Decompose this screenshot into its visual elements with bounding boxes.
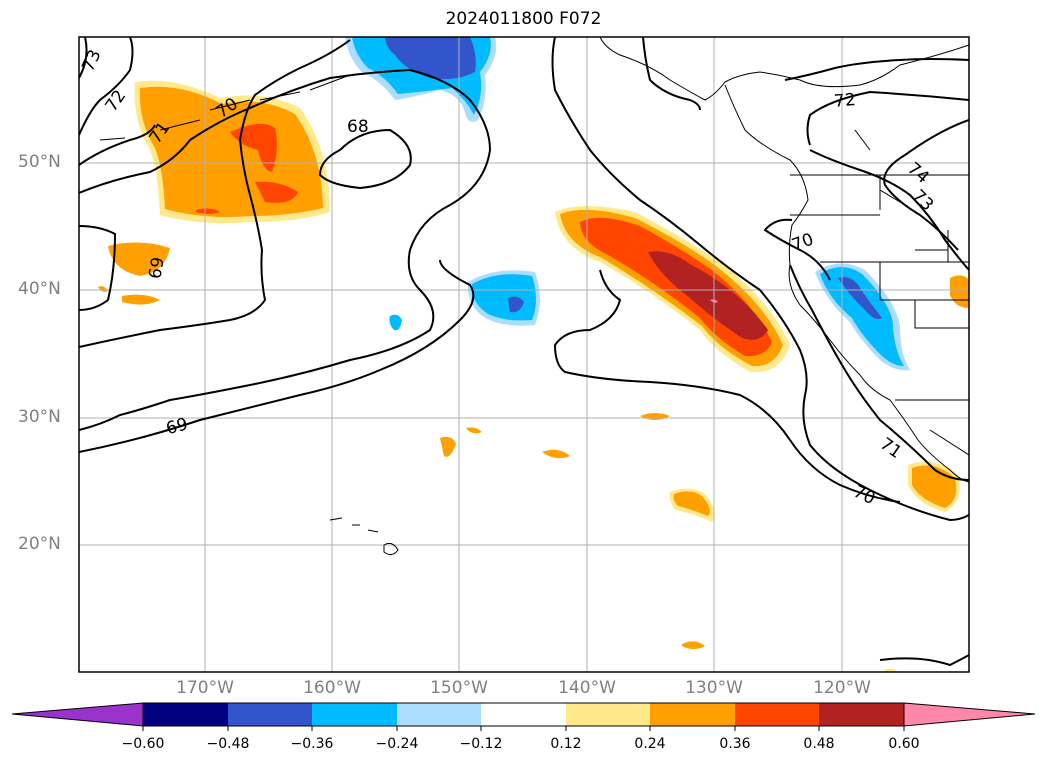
contour-label: 72 — [833, 90, 856, 112]
negative-anomaly-region — [385, 37, 476, 80]
longitude-label: 150°W — [430, 678, 488, 698]
negative-anomaly-region — [838, 277, 882, 319]
contour-line — [79, 37, 134, 136]
state-borders — [790, 129, 969, 456]
map-title: 2024011800 F072 — [445, 9, 602, 29]
positive-anomaly-region — [682, 641, 705, 649]
negative-anomaly-region — [389, 314, 402, 331]
colorbar-segment — [650, 703, 735, 726]
longitude-label: 140°W — [558, 678, 616, 698]
positive-anomaly-region — [108, 242, 170, 276]
colorbar-tick-label: −0.24 — [375, 736, 419, 752]
contour-label: 69 — [145, 256, 168, 281]
contour-label: 70 — [789, 230, 816, 256]
positive-anomaly-region — [648, 251, 768, 340]
colorbar-segment — [143, 703, 228, 726]
positive-anomaly-region — [640, 413, 670, 420]
contour-line — [809, 149, 969, 271]
colorbar-segment — [819, 703, 904, 726]
contour-layer — [79, 37, 969, 667]
positive-anomaly-region — [542, 449, 570, 459]
colorbar-segment — [481, 703, 566, 726]
positive-anomaly-region — [673, 491, 710, 516]
contour-line — [642, 37, 701, 111]
north-america-coast — [724, 84, 969, 483]
contour-label: 70 — [850, 482, 878, 509]
colorbar-tick-label: 0.24 — [634, 736, 666, 752]
colorbar-tick-label: 0.60 — [888, 736, 920, 752]
contour-line — [763, 218, 831, 281]
plot-frame — [78, 36, 970, 673]
contour-line — [79, 124, 156, 166]
anomaly-fill-layer — [98, 37, 969, 672]
coastline-layer — [99, 37, 969, 556]
colorbar-segment — [397, 703, 481, 726]
positive-anomaly-region — [255, 181, 298, 203]
colorbar-tick-label: −0.60 — [121, 736, 165, 752]
colorbar-tick-label: −0.12 — [459, 736, 503, 752]
contour-line — [318, 128, 412, 190]
longitude-label: 170°W — [176, 678, 234, 698]
positive-anomaly-region — [122, 294, 160, 305]
north-america-coast — [599, 37, 969, 101]
contour-line — [79, 259, 475, 453]
contour-line — [553, 269, 901, 503]
longitude-label: 130°W — [685, 678, 743, 698]
colorbar-segment — [312, 703, 397, 726]
longitude-label: 160°W — [303, 678, 361, 698]
contour-line — [789, 264, 969, 481]
colorbar-tick-label: −0.36 — [290, 736, 334, 752]
latitude-label: 20°N — [18, 534, 61, 554]
colorbar — [11, 702, 1036, 731]
colorbar-extend-min — [11, 702, 144, 727]
colorbar-segment — [735, 703, 819, 726]
contour-line — [784, 58, 969, 81]
positive-anomaly-region — [196, 208, 220, 214]
contour-line — [79, 39, 351, 348]
latitude-label: 30°N — [18, 407, 61, 427]
colorbar-tick-label: 0.48 — [803, 736, 835, 752]
positive-anomaly-region — [466, 427, 482, 434]
longitude-label: 120°W — [813, 678, 871, 698]
colorbar-extend-max — [903, 702, 1036, 727]
positive-anomaly-region — [440, 436, 456, 457]
contour-label: 68 — [347, 117, 369, 137]
colorbar-segment — [566, 703, 650, 726]
positive-anomaly-region — [950, 275, 969, 308]
colorbar-segment — [228, 703, 312, 726]
positive-anomaly-region — [885, 668, 898, 672]
aleutian-islands — [99, 74, 351, 141]
latitude-label: 40°N — [18, 279, 61, 299]
colorbar-tick-label: −0.48 — [206, 736, 250, 752]
contour-line — [879, 654, 969, 667]
contour-line — [551, 37, 969, 522]
contour-label: 72 — [102, 86, 131, 115]
negative-anomaly-region — [820, 267, 904, 366]
positive-anomaly-region — [98, 286, 108, 292]
negative-anomaly-region — [508, 296, 524, 313]
contour-line — [79, 225, 117, 311]
colorbar-tick-label: 0.12 — [550, 736, 582, 752]
contour-line — [806, 90, 969, 146]
colorbar-tick-label: 0.36 — [719, 736, 751, 752]
hawaii-islands — [329, 517, 399, 556]
contour-line — [883, 119, 969, 251]
contour-line — [79, 68, 492, 431]
latitude-label: 50°N — [18, 152, 61, 172]
contour-line — [79, 37, 88, 79]
